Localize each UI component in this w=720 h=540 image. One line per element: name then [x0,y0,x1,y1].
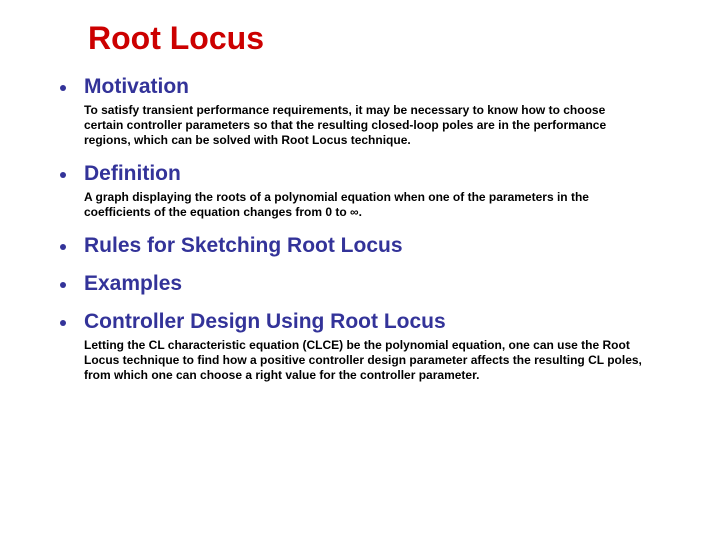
page-title: Root Locus [88,20,660,57]
bullet-icon [60,320,66,326]
bullet-body: Letting the CL characteristic equation (… [84,338,644,383]
bullet-row: Definition [60,162,660,186]
bullet-body: A graph displaying the roots of a polyno… [84,190,644,220]
bullet-list: Motivation To satisfy transient performa… [60,75,660,383]
list-item: Definition A graph displaying the roots … [60,162,660,220]
bullet-heading: Rules for Sketching Root Locus [84,234,403,258]
slide: Root Locus Motivation To satisfy transie… [0,0,720,540]
bullet-heading: Examples [84,272,182,296]
bullet-icon [60,282,66,288]
bullet-icon [60,85,66,91]
bullet-heading: Controller Design Using Root Locus [84,310,446,334]
bullet-body: To satisfy transient performance require… [84,103,644,148]
list-item: Rules for Sketching Root Locus [60,234,660,258]
bullet-row: Rules for Sketching Root Locus [60,234,660,258]
bullet-row: Controller Design Using Root Locus [60,310,660,334]
bullet-row: Motivation [60,75,660,99]
bullet-icon [60,172,66,178]
list-item: Motivation To satisfy transient performa… [60,75,660,148]
list-item: Examples [60,272,660,296]
bullet-icon [60,244,66,250]
list-item: Controller Design Using Root Locus Letti… [60,310,660,383]
bullet-heading: Definition [84,162,181,186]
bullet-row: Examples [60,272,660,296]
bullet-heading: Motivation [84,75,189,99]
